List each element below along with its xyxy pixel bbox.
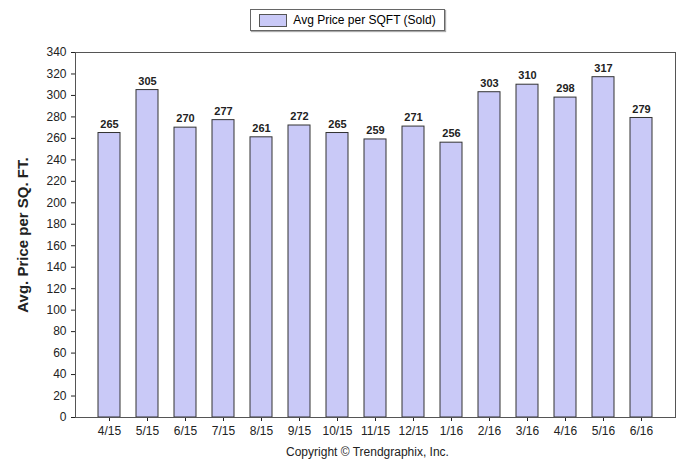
svg-text:303: 303 bbox=[480, 77, 498, 89]
svg-text:8/15: 8/15 bbox=[250, 424, 274, 438]
svg-text:140: 140 bbox=[46, 260, 66, 274]
svg-text:60: 60 bbox=[53, 346, 67, 360]
svg-text:6/15: 6/15 bbox=[174, 424, 198, 438]
svg-text:200: 200 bbox=[46, 196, 66, 210]
svg-text:5/15: 5/15 bbox=[136, 424, 160, 438]
svg-text:10/15: 10/15 bbox=[322, 424, 352, 438]
svg-text:40: 40 bbox=[53, 367, 67, 381]
svg-text:20: 20 bbox=[53, 389, 67, 403]
svg-text:300: 300 bbox=[46, 88, 66, 102]
svg-text:310: 310 bbox=[518, 69, 536, 81]
svg-text:340: 340 bbox=[46, 45, 66, 59]
svg-text:270: 270 bbox=[176, 112, 194, 124]
svg-text:260: 260 bbox=[46, 131, 66, 145]
svg-text:305: 305 bbox=[138, 75, 156, 87]
svg-text:265: 265 bbox=[100, 118, 118, 130]
svg-text:80: 80 bbox=[53, 324, 67, 338]
svg-text:5/16: 5/16 bbox=[592, 424, 616, 438]
svg-text:9/15: 9/15 bbox=[288, 424, 312, 438]
svg-text:7/15: 7/15 bbox=[212, 424, 236, 438]
html-text:Copyright © Trendgraphix, Inc.: Copyright © Trendgraphix, Inc. bbox=[286, 445, 449, 459]
svg-text:277: 277 bbox=[214, 105, 232, 117]
svg-text:240: 240 bbox=[46, 153, 66, 167]
svg-text:259: 259 bbox=[366, 124, 384, 136]
svg-text:160: 160 bbox=[46, 239, 66, 253]
svg-text:265: 265 bbox=[328, 118, 346, 130]
svg-text:11/15: 11/15 bbox=[361, 424, 390, 438]
svg-text:279: 279 bbox=[632, 103, 650, 115]
html-text:Avg Price per SQFT (Sold): Avg Price per SQFT (Sold) bbox=[293, 13, 436, 27]
svg-text:Avg. Price per SQ. FT.: Avg. Price per SQ. FT. bbox=[14, 157, 31, 312]
svg-text:12/15: 12/15 bbox=[398, 424, 428, 438]
svg-text:0: 0 bbox=[60, 410, 67, 424]
svg-text:4/16: 4/16 bbox=[554, 424, 578, 438]
svg-text:256: 256 bbox=[442, 127, 460, 139]
svg-text:100: 100 bbox=[46, 303, 66, 317]
svg-text:317: 317 bbox=[594, 62, 612, 74]
svg-text:120: 120 bbox=[46, 282, 66, 296]
svg-text:180: 180 bbox=[46, 217, 66, 231]
svg-text:6/16: 6/16 bbox=[630, 424, 654, 438]
svg-text:1/16: 1/16 bbox=[440, 424, 464, 438]
svg-text:4/15: 4/15 bbox=[98, 424, 122, 438]
svg-text:3/16: 3/16 bbox=[516, 424, 540, 438]
svg-text:220: 220 bbox=[46, 174, 66, 188]
svg-text:2/16: 2/16 bbox=[478, 424, 502, 438]
svg-text:298: 298 bbox=[556, 82, 574, 94]
svg-text:271: 271 bbox=[404, 111, 422, 123]
svg-text:261: 261 bbox=[252, 122, 270, 134]
svg-text:320: 320 bbox=[46, 67, 66, 81]
svg-text:280: 280 bbox=[46, 110, 66, 124]
svg-text:272: 272 bbox=[290, 110, 308, 122]
